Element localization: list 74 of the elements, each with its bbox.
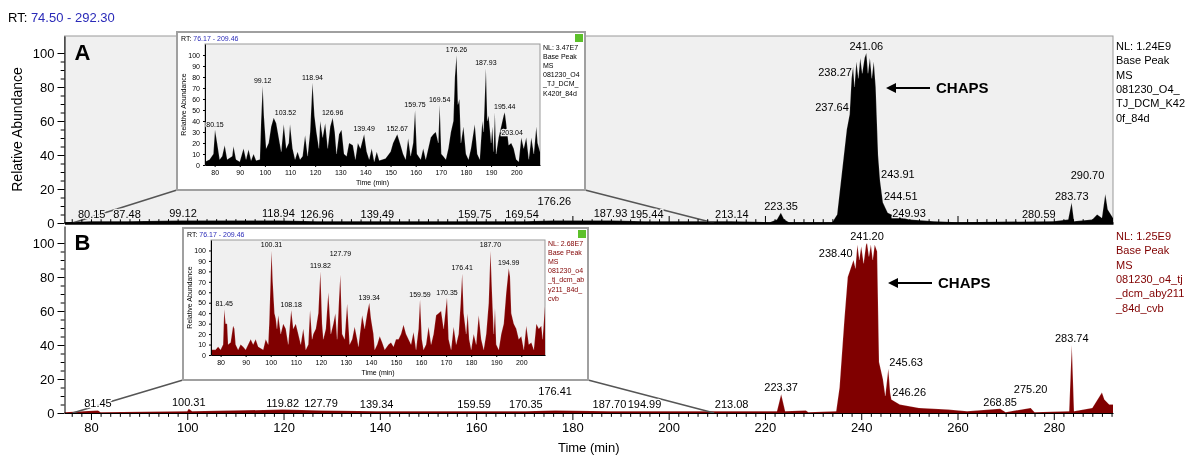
y-tick-label: 60	[40, 113, 55, 129]
x-tick-label: 180	[562, 420, 584, 436]
annotation: B	[74, 230, 91, 255]
annotation: 280.59	[1021, 208, 1056, 221]
annotation: 241.20	[850, 230, 884, 242]
annotation: 238.40	[818, 247, 853, 259]
annotation: 213.08	[714, 398, 749, 411]
y-tick-label: 80	[40, 269, 55, 285]
x-tick-label: 280	[1043, 420, 1066, 436]
annotation: 283.73	[1054, 189, 1089, 202]
annotation: 195.44	[629, 208, 664, 221]
y-tick-label: 80	[40, 79, 55, 95]
annotation: 187.70	[592, 398, 627, 411]
annotation: 237.64	[815, 101, 849, 114]
y-tick-label: 40	[40, 147, 55, 163]
y-tick-label: 40	[40, 337, 55, 353]
text: Base Peak MS	[1116, 54, 1170, 81]
y-tick-label: 0	[47, 215, 55, 231]
y-tick-label: 100	[32, 235, 55, 251]
annotation: 170.35	[509, 398, 543, 411]
chart-title: RT: 74.50 - 292.30	[8, 10, 115, 25]
annotation: 176.41	[538, 385, 572, 398]
x-tick-label: 80	[84, 420, 99, 436]
x-tick-label: 260	[947, 420, 969, 436]
text: Base Peak MS	[1116, 244, 1170, 271]
annotation: 87.48	[113, 208, 141, 221]
annotation: 126.96	[300, 208, 334, 221]
text: NL: 1.25E9	[1116, 230, 1172, 242]
annotation: 169.54	[505, 208, 539, 221]
annotation: 159.59	[457, 398, 491, 411]
annotation: 139.49	[360, 208, 395, 221]
y-tick-label: 100	[32, 45, 55, 61]
x-tick-label: 220	[754, 420, 777, 436]
annotation: A	[74, 40, 91, 65]
y-tick-label: 20	[40, 181, 55, 197]
annotation: 99.12	[169, 207, 197, 220]
x-tick-label: 160	[465, 420, 488, 436]
text: NL: 1.24E9	[1116, 40, 1172, 52]
x-tick-label: 200	[658, 420, 681, 436]
text: 081230_O4_TJ_DCM_K420f_84d	[1116, 82, 1186, 124]
y-tick-label: 60	[40, 303, 55, 319]
annotation: 238.27	[818, 65, 852, 78]
y-tick-label: 20	[40, 371, 55, 387]
annotation: 275.20	[1013, 382, 1048, 395]
annotation: 246.26	[892, 386, 927, 399]
annotation: 283.74	[1054, 332, 1089, 344]
annotation: 290.70	[1070, 169, 1105, 182]
annotation: CHAPS	[938, 274, 991, 291]
annotation: 127.79	[304, 397, 338, 410]
annotation: 243.91	[881, 167, 915, 180]
annotation: 139.34	[359, 398, 394, 411]
annotation: 194.99	[627, 398, 662, 411]
annotation: 159.75	[458, 208, 492, 221]
annotation: 187.93	[593, 207, 628, 220]
y-tick-label: 0	[47, 405, 55, 421]
text: 081230_o4_tj_dcm_aby211_84d_cvb	[1115, 272, 1185, 314]
y-axis-title: Relative Abundance	[9, 67, 25, 192]
x-tick-label: 120	[273, 420, 295, 436]
annotation: CHAPS	[936, 79, 989, 96]
annotation: 223.37	[764, 381, 798, 394]
annotation: 268.85	[983, 395, 1017, 408]
annotation: 249.93	[892, 206, 926, 219]
x-tick-label: 140	[369, 420, 392, 436]
annotation: 100.31	[171, 395, 206, 408]
annotation: 119.82	[266, 396, 300, 409]
annotation: 176.26	[537, 195, 572, 208]
annotation: 245.63	[889, 355, 923, 368]
x-axis-title: Time (min)	[557, 440, 620, 455]
annotation: 223.35	[764, 199, 798, 212]
annotation: 244.51	[883, 189, 918, 202]
annotation: 241.06	[849, 40, 884, 52]
x-tick-label: 240	[850, 420, 873, 436]
annotation: 118.94	[262, 207, 295, 220]
annotation: 213.14	[715, 208, 749, 221]
